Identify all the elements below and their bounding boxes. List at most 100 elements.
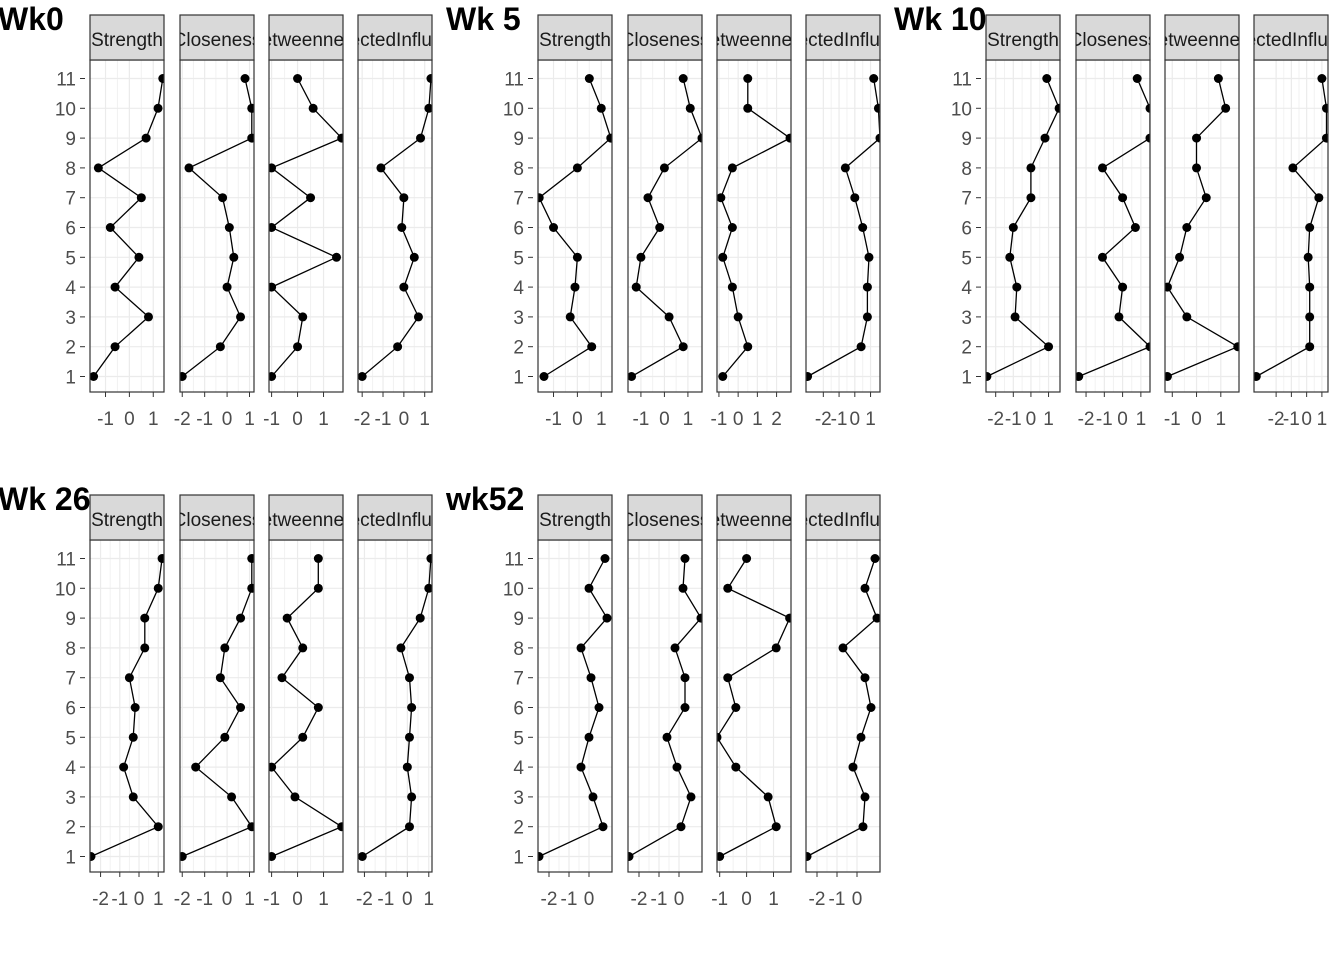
data-point bbox=[1145, 103, 1150, 113]
data-point bbox=[806, 372, 813, 381]
data-point bbox=[598, 822, 608, 832]
y-tick-label: 3 bbox=[65, 788, 76, 809]
y-tick-label: 6 bbox=[65, 699, 76, 720]
x-tick-label: -2 bbox=[1268, 409, 1285, 430]
x-tick-label: -1 bbox=[710, 409, 727, 430]
data-point bbox=[727, 163, 737, 173]
facet-strip bbox=[268, 14, 344, 61]
panel-closeness: -1 0 1 Closeness bbox=[621, 14, 710, 430]
data-point bbox=[727, 282, 737, 292]
data-point bbox=[733, 312, 743, 322]
x-tick-label: 1 bbox=[1317, 409, 1328, 430]
data-point bbox=[415, 613, 425, 623]
y-tick-label: 1 bbox=[513, 848, 524, 869]
y-tick-label: 11 bbox=[504, 550, 524, 571]
data-point bbox=[1040, 133, 1050, 143]
y-tick-label: 3 bbox=[65, 308, 76, 329]
data-point bbox=[247, 554, 254, 563]
data-point bbox=[771, 643, 781, 653]
facet-strip-label: Closeness bbox=[621, 510, 710, 531]
data-point bbox=[416, 133, 426, 143]
data-point bbox=[1026, 193, 1036, 203]
data-point bbox=[743, 74, 753, 83]
panel-strength: -1 0 1 Strength bbox=[537, 14, 613, 430]
data-point bbox=[93, 163, 103, 173]
data-point bbox=[1233, 342, 1239, 352]
facet-strip bbox=[89, 14, 165, 61]
y-tick-label: 6 bbox=[65, 219, 76, 240]
week-title: Wk 10 bbox=[894, 1, 986, 37]
facet-strip bbox=[1253, 14, 1329, 61]
x-tick-label: -1 bbox=[632, 409, 649, 430]
y-tick-label: 1 bbox=[65, 848, 76, 869]
data-point bbox=[404, 822, 414, 832]
x-tick-label: -1 bbox=[263, 409, 280, 430]
x-tick-label: -2 bbox=[354, 409, 371, 430]
y-tick-label: 5 bbox=[513, 248, 524, 269]
data-point bbox=[424, 583, 432, 593]
data-point bbox=[606, 133, 612, 143]
x-tick-label: -1 bbox=[263, 889, 280, 910]
data-point bbox=[743, 103, 753, 113]
data-point bbox=[628, 372, 637, 381]
facet-strip bbox=[985, 14, 1061, 61]
x-tick-label: -2 bbox=[174, 409, 191, 430]
facet-strip-label: Strength bbox=[91, 30, 163, 51]
x-tick-label: 1 bbox=[318, 889, 329, 910]
panel-closeness: -2 -1 0 Closeness bbox=[621, 494, 710, 910]
y-tick-label: 10 bbox=[503, 99, 524, 120]
data-point bbox=[180, 372, 187, 381]
data-point bbox=[298, 732, 308, 742]
x-tick-label: 0 bbox=[399, 409, 410, 430]
data-point bbox=[426, 554, 432, 563]
data-point bbox=[236, 613, 246, 623]
data-point bbox=[870, 554, 880, 563]
y-tick-label: 8 bbox=[65, 639, 76, 660]
x-tick-label: 0 bbox=[659, 409, 670, 430]
data-point bbox=[628, 852, 634, 861]
x-tick-label: 0 bbox=[134, 889, 145, 910]
y-tick-label: 4 bbox=[65, 278, 76, 299]
data-point bbox=[1118, 193, 1128, 203]
data-point bbox=[860, 583, 870, 593]
facet-strip-label: Closeness bbox=[621, 30, 710, 51]
data-point bbox=[600, 554, 610, 563]
data-point bbox=[862, 282, 872, 292]
data-point bbox=[872, 613, 880, 623]
data-point bbox=[1175, 252, 1185, 262]
data-point bbox=[128, 732, 138, 742]
panel-betweenness: -1 0 1 Betweenness bbox=[1164, 14, 1240, 430]
y-tick-label: 9 bbox=[513, 609, 524, 630]
data-point bbox=[678, 583, 688, 593]
data-point bbox=[743, 342, 753, 352]
data-point bbox=[119, 762, 129, 772]
data-point bbox=[224, 223, 234, 232]
x-tick-label: -1 bbox=[829, 889, 846, 910]
facet-strip-label: ExpectedInfluence bbox=[765, 30, 921, 51]
x-tick-label: -2 bbox=[809, 889, 826, 910]
data-point bbox=[856, 342, 866, 352]
data-point bbox=[1145, 133, 1150, 143]
data-point bbox=[1054, 103, 1060, 113]
data-point bbox=[1076, 372, 1084, 381]
data-point bbox=[1305, 342, 1315, 352]
y-tick-label: 9 bbox=[961, 129, 972, 150]
x-tick-label: -2 bbox=[987, 409, 1004, 430]
y-tick-label: 1 bbox=[513, 368, 524, 389]
data-point bbox=[584, 583, 594, 593]
data-point bbox=[247, 583, 254, 593]
data-point bbox=[90, 852, 96, 861]
x-tick-label: 1 bbox=[419, 409, 430, 430]
panel-betweenness: -1 0 1 Betweenness bbox=[711, 494, 792, 910]
data-point bbox=[986, 372, 992, 381]
data-point bbox=[565, 312, 575, 322]
data-point bbox=[130, 703, 140, 712]
data-point bbox=[1005, 252, 1015, 262]
y-tick-label: 8 bbox=[65, 159, 76, 180]
data-point bbox=[731, 762, 741, 772]
facet-strip bbox=[268, 494, 344, 541]
x-tick-label: 0 bbox=[1117, 409, 1128, 430]
panel-background bbox=[90, 540, 164, 872]
